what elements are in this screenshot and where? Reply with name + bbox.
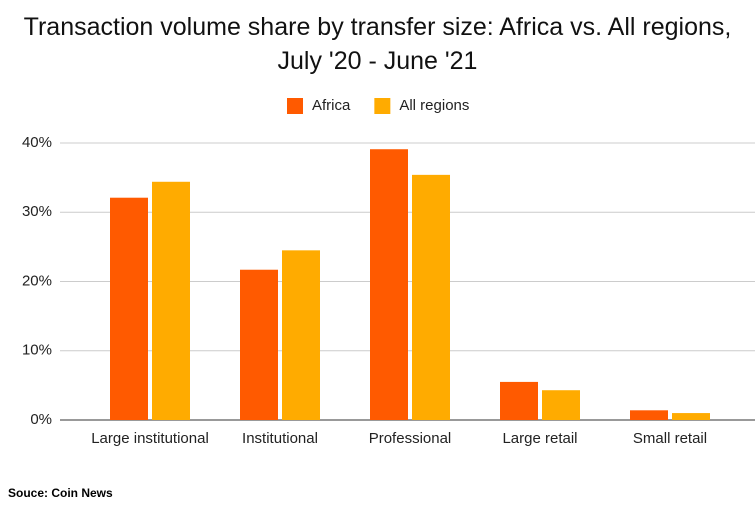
bar bbox=[282, 250, 320, 420]
y-tick-label: 30% bbox=[22, 203, 52, 220]
bar bbox=[672, 413, 710, 420]
legend-swatch bbox=[374, 98, 391, 114]
bar bbox=[542, 390, 580, 420]
legend-label: All regions bbox=[399, 97, 469, 114]
x-tick-label: Large retail bbox=[502, 430, 577, 447]
x-tick-label: Large institutional bbox=[91, 430, 209, 447]
bar bbox=[630, 410, 668, 420]
bar bbox=[152, 181, 190, 420]
bar bbox=[500, 381, 538, 420]
x-tick-label: Small retail bbox=[633, 430, 707, 447]
y-tick-label: 20% bbox=[22, 272, 52, 289]
legend-swatch bbox=[287, 98, 303, 114]
source-note: Souce: Coin News bbox=[8, 486, 113, 500]
y-tick-label: 40% bbox=[22, 134, 52, 151]
y-tick-label: 0% bbox=[30, 411, 52, 428]
chart-title: Transaction volume share by transfer siz… bbox=[23, 13, 732, 75]
bar bbox=[412, 174, 450, 420]
x-tick-label: Institutional bbox=[242, 430, 318, 447]
y-tick-label: 10% bbox=[22, 342, 52, 359]
bar bbox=[110, 197, 148, 420]
legend-label: Africa bbox=[312, 97, 351, 114]
x-tick-label: Professional bbox=[369, 430, 452, 447]
bar bbox=[240, 269, 278, 420]
bar bbox=[370, 149, 408, 421]
